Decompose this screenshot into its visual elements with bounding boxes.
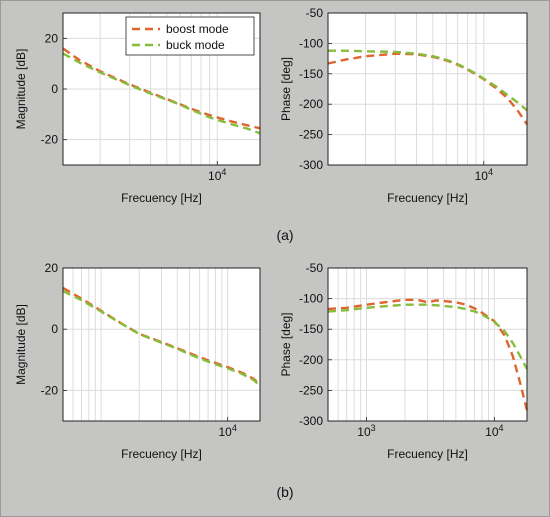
y-tick-label: -20 — [41, 133, 59, 147]
series-line-buck — [62, 289, 261, 387]
x-tick-label: 103 — [357, 423, 375, 439]
y-axis-label: Magnitude [dB] — [14, 304, 28, 385]
x-axis-label: Frecuency [Hz] — [387, 447, 468, 461]
x-axis-label: Frecuency [Hz] — [121, 191, 202, 205]
y-tick-label: -100 — [299, 36, 323, 50]
y-tick-label: -300 — [299, 158, 323, 172]
series-line-buck — [62, 52, 261, 135]
y-tick-label: -20 — [41, 383, 59, 397]
axes-frame — [327, 267, 528, 422]
legend-box — [125, 16, 255, 56]
series-line-boost — [327, 298, 529, 411]
chart-a-phase: -300 -250 -200 -150 -100 -50 104 Frecuency [Hz]… — [279, 6, 528, 205]
y-tick-label: -150 — [299, 322, 323, 336]
y-tick-label: 0 — [51, 322, 58, 336]
axes-frame — [62, 12, 261, 166]
y-tick-label: -300 — [299, 414, 323, 428]
chart-b-mag: -20 0 20 104 Frecuency [Hz] Magnitude [dB] — [14, 261, 261, 461]
x-tick-label: 104 — [208, 167, 226, 183]
legend: boost mode buck mode — [125, 16, 255, 56]
y-tick-label: -100 — [299, 292, 323, 306]
y-axis-label: Phase [deg] — [279, 312, 293, 376]
x-tick-label: 104 — [485, 423, 503, 439]
chart-a-mag: -20 0 20 104 Frecuency [Hz] Magnitude [dB] boo… — [14, 12, 261, 205]
series-line-buck — [327, 303, 529, 370]
y-tick-label: -250 — [299, 128, 323, 142]
legend-label-buck: buck mode — [166, 38, 225, 52]
y-tick-label: 20 — [45, 261, 59, 275]
axes-frame — [327, 12, 528, 166]
axes-frame — [62, 267, 261, 422]
x-tick-label: 104 — [218, 423, 236, 439]
y-tick-label: -200 — [299, 353, 323, 367]
y-tick-label: 20 — [45, 31, 59, 45]
panel-label-a: (a) — [276, 227, 293, 243]
chart-b-phase: -300 -250 -200 -150 -100 -50 103 104 Frecuency [… — [279, 261, 529, 461]
panel-label-b: (b) — [276, 484, 293, 500]
y-tick-label: -50 — [306, 6, 324, 20]
y-tick-label: -150 — [299, 67, 323, 81]
y-tick-label: -250 — [299, 383, 323, 397]
y-tick-label: 0 — [51, 82, 58, 96]
legend-label-boost: boost mode — [166, 22, 229, 36]
x-axis-label: Frecuency [Hz] — [387, 191, 468, 205]
y-axis-label: Phase [deg] — [279, 57, 293, 121]
plot-area — [328, 13, 527, 165]
x-axis-label: Frecuency [Hz] — [121, 447, 202, 461]
series-line-buck — [328, 49, 528, 112]
x-tick-label: 104 — [475, 167, 493, 183]
y-tick-label: -50 — [306, 261, 324, 275]
y-tick-label: -200 — [299, 97, 323, 111]
y-axis-label: Magnitude [dB] — [14, 49, 28, 130]
